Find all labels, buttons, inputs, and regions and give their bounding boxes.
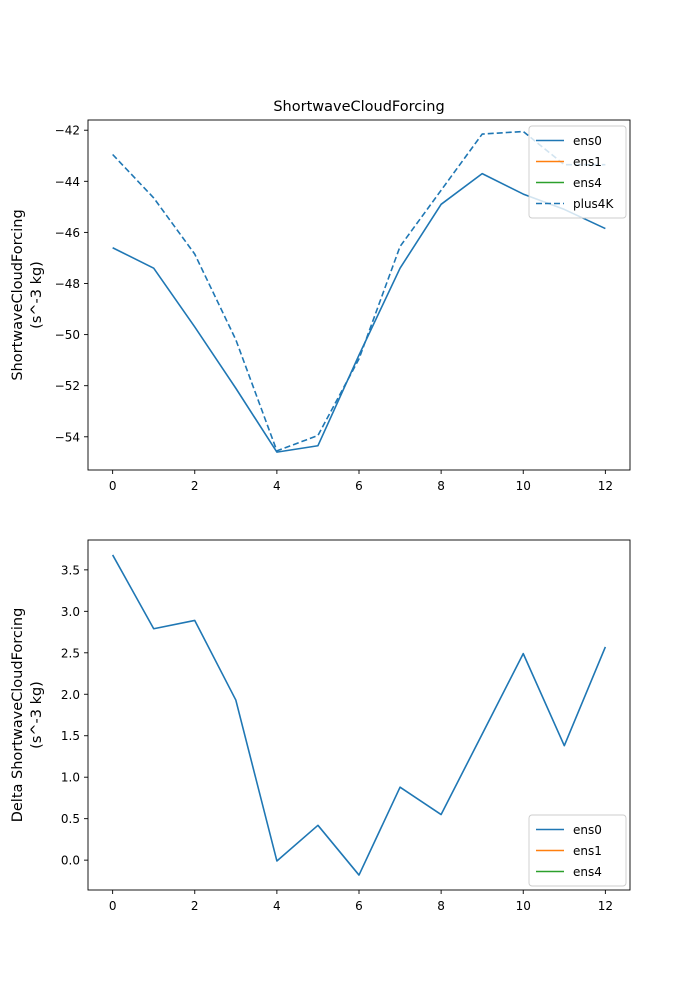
y-tick-label: −54 (55, 430, 80, 444)
chart-bottom: Delta ShortwaveCloudForcing (s^-3 kg) 0 2 4 6… (10, 539, 631, 913)
x-tick-label: 0 (109, 479, 117, 493)
y-tick-label: 2.5 (61, 646, 80, 660)
x-tick-label: 4 (273, 899, 281, 913)
x-tick-label: 12 (598, 479, 613, 493)
x-tick-label: 8 (437, 899, 445, 913)
legend-box (528, 125, 627, 219)
legend-label-ens1: ens1 (573, 844, 602, 858)
legend: ens0 ens1 ens4 (528, 814, 627, 887)
legend-label-ens0: ens0 (573, 134, 602, 148)
x-tick-label: 4 (273, 479, 281, 493)
y-tick-label: 3.0 (61, 605, 80, 619)
y-tick-label: −46 (55, 226, 80, 240)
legend-label-ens4: ens4 (573, 865, 602, 879)
x-tick-label: 2 (191, 899, 199, 913)
x-tick-label: 8 (437, 479, 445, 493)
y-tick-label: 0.5 (61, 812, 80, 826)
legend-label-ens0: ens0 (573, 823, 602, 837)
x-tick-label: 10 (516, 479, 531, 493)
y-tick-label: −52 (55, 379, 80, 393)
x-tick-label: 0 (109, 899, 117, 913)
plot-area (112, 130, 606, 453)
legend: ens0 ens1 ens4 plus4K (528, 125, 627, 219)
legend-label-plus4k: plus4K (573, 197, 614, 211)
y-tick-label: −44 (55, 175, 80, 189)
chart-title: ShortwaveCloudForcing (273, 99, 444, 115)
legend-box (528, 814, 627, 887)
series-line-plus4k (112, 130, 606, 452)
y-tick-label: 2.0 (61, 688, 80, 702)
legend-label-ens4: ens4 (573, 176, 602, 190)
y-tick-label: −50 (55, 328, 80, 342)
series-line-ens0 (111, 554, 607, 876)
y-axis-label: (s^-3 kg) (29, 681, 45, 749)
x-tick-label: 12 (598, 899, 613, 913)
y-axis-label: Delta ShortwaveCloudForcing (10, 608, 26, 823)
x-tick-label: 2 (191, 479, 199, 493)
y-tick-label: −48 (55, 277, 80, 291)
plot-area (111, 554, 607, 876)
x-tick-label: 6 (355, 479, 363, 493)
chart-top: ShortwaveCloudForcing ShortwaveCloudForci… (10, 99, 631, 493)
x-tick-label: 6 (355, 899, 363, 913)
x-tick-label: 10 (516, 899, 531, 913)
y-tick-label: 3.5 (61, 563, 80, 577)
y-tick-label: 0.0 (61, 854, 80, 868)
y-tick-label: 1.5 (61, 729, 80, 743)
y-tick-label: 1.0 (61, 771, 80, 785)
series-line-ens0 (112, 172, 606, 453)
legend-label-ens1: ens1 (573, 155, 602, 169)
y-axis-label: (s^-3 kg) (29, 261, 45, 329)
y-axis-label: ShortwaveCloudForcing (10, 209, 26, 380)
y-tick-label: −42 (55, 124, 80, 138)
